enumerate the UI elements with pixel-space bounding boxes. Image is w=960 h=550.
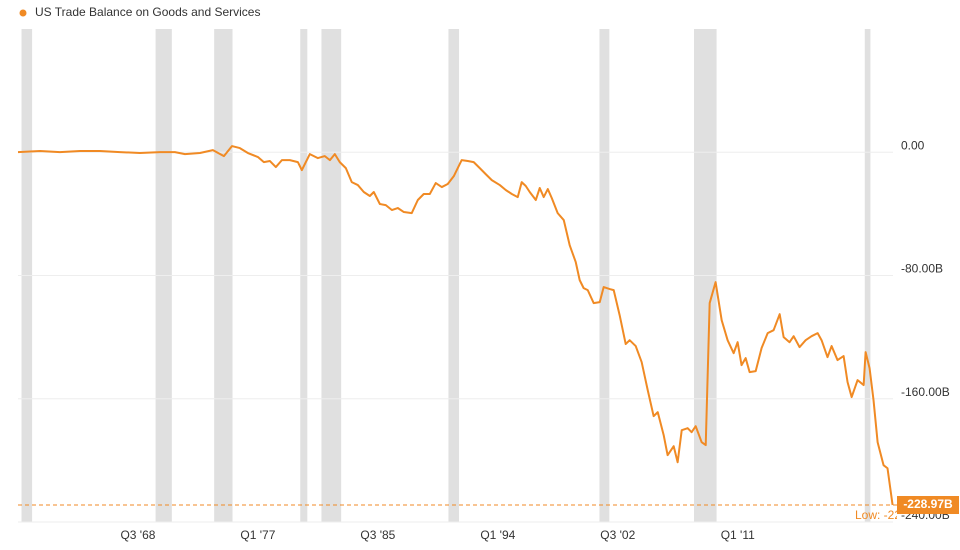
y-tick-label: -80.00B <box>901 262 943 276</box>
labels: Q3 '68 Q1 '77 Q3 '85 Q1 '94 Q3 '02 Q1 '11 Low:… <box>120 138 959 542</box>
legend-label: US Trade Balance on Goods and Services <box>35 5 260 19</box>
x-tick-label: Q1 '77 <box>240 528 275 542</box>
series-line <box>17 145 894 506</box>
x-tick-label: Q3 '68 <box>120 528 155 542</box>
low-label: Low: -228.97B <box>855 508 932 522</box>
legend-marker <box>19 9 27 17</box>
last-value-box <box>897 496 959 515</box>
y-tick-label: -160.00B <box>901 385 950 399</box>
x-tick-label: Q1 '11 <box>721 528 755 542</box>
x-tick-label: Q1 '94 <box>480 528 515 542</box>
x-tick-label: Q3 '02 <box>600 528 635 542</box>
lines <box>17 145 897 506</box>
y-tick-label: 0.00 <box>901 138 925 152</box>
x-tick-label: Q3 '85 <box>360 528 395 542</box>
last-value-label: -228.97B <box>903 497 953 511</box>
